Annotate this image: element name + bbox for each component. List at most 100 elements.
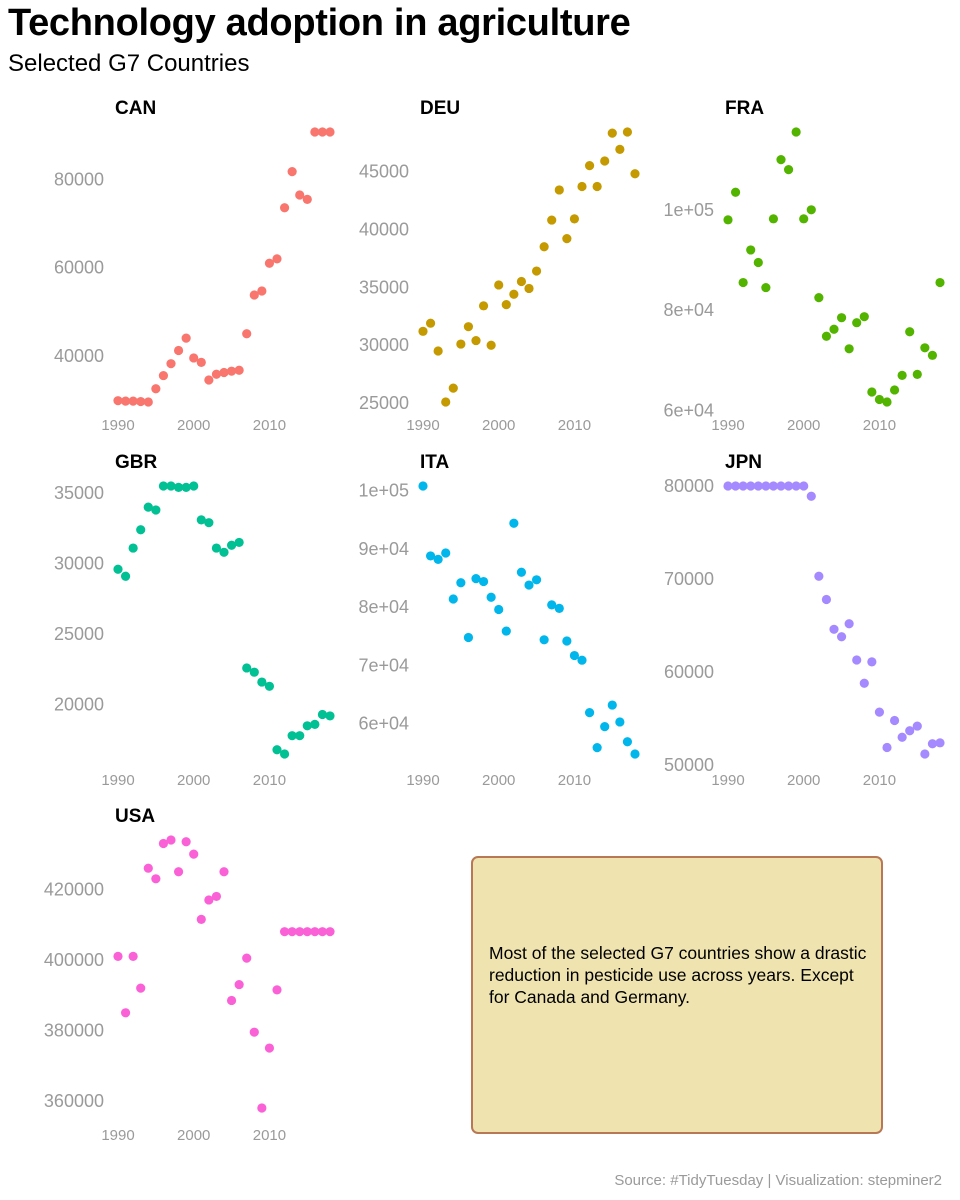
data-point-usa	[219, 867, 229, 877]
data-point-usa	[136, 983, 146, 993]
data-point-usa	[151, 874, 161, 884]
data-point-can	[219, 367, 229, 378]
data-point-usa	[317, 927, 328, 937]
data-point-usa	[234, 979, 244, 990]
data-point-fra	[859, 312, 869, 322]
data-point-jpn	[844, 619, 854, 629]
data-point-usa	[226, 995, 237, 1006]
data-point-ita	[592, 742, 602, 753]
data-point-usa	[295, 927, 305, 937]
data-point-fra	[935, 277, 945, 288]
x-tick-label-fra: 2000	[787, 417, 820, 434]
x-tick-label-gbr: 1990	[101, 772, 134, 789]
data-point-usa	[310, 927, 320, 937]
data-point-fra	[768, 214, 779, 224]
x-tick-label-deu: 2010	[558, 417, 591, 434]
data-point-fra	[927, 350, 938, 360]
data-point-can	[173, 345, 184, 356]
data-point-fra	[882, 397, 892, 407]
y-tick-label-deu: 30000	[359, 335, 409, 355]
data-point-gbr	[181, 482, 191, 493]
data-point-jpn	[829, 624, 839, 634]
data-point-deu	[554, 185, 564, 195]
data-point-ita	[554, 603, 564, 613]
data-point-ita	[456, 578, 466, 588]
y-tick-label-can: 60000	[54, 258, 104, 278]
data-point-deu	[463, 322, 474, 332]
y-tick-label-ita: 1e+05	[358, 481, 409, 501]
data-point-ita	[524, 580, 534, 590]
data-point-ita	[486, 592, 496, 602]
data-point-deu	[524, 283, 534, 294]
source-caption: Source: #TidyTuesday | Visualization: st…	[614, 1172, 942, 1189]
data-point-deu	[622, 127, 633, 137]
data-point-deu	[501, 300, 511, 310]
data-point-gbr	[136, 525, 146, 535]
data-point-gbr	[189, 481, 199, 491]
data-point-jpn	[738, 481, 748, 491]
data-point-gbr	[173, 482, 184, 493]
data-point-can	[211, 369, 222, 379]
x-tick-label-jpn: 2000	[787, 772, 820, 789]
y-tick-label-ita: 8e+04	[358, 597, 409, 617]
data-point-jpn	[836, 632, 847, 642]
data-point-can	[234, 365, 244, 375]
x-tick-label-can: 1990	[101, 417, 134, 434]
data-point-ita	[471, 574, 481, 584]
y-tick-label-jpn: 70000	[664, 569, 714, 589]
data-point-usa	[181, 837, 191, 847]
data-point-deu	[433, 346, 443, 356]
data-point-ita	[569, 650, 580, 661]
x-tick-label-fra: 2010	[863, 417, 896, 434]
data-point-fra	[776, 155, 786, 165]
data-point-ita	[539, 635, 549, 645]
data-point-jpn	[935, 738, 945, 748]
data-point-gbr	[242, 663, 252, 673]
data-point-jpn	[882, 742, 892, 753]
data-point-gbr	[113, 564, 123, 574]
data-point-gbr	[196, 515, 206, 525]
data-point-ita	[622, 737, 633, 747]
data-point-deu	[630, 169, 640, 179]
panel-title-jpn: JPN	[725, 452, 762, 473]
x-tick-label-ita: 2010	[558, 772, 591, 789]
y-tick-label-deu: 40000	[359, 219, 409, 239]
y-tick-label-jpn: 50000	[664, 755, 714, 775]
data-point-jpn	[927, 739, 938, 749]
data-point-fra	[829, 324, 839, 334]
y-tick-label-usa: 360000	[44, 1091, 104, 1111]
data-point-gbr	[219, 547, 229, 557]
data-point-fra	[761, 282, 771, 293]
data-point-fra	[753, 257, 763, 268]
data-point-fra	[867, 387, 877, 397]
data-point-usa	[143, 863, 153, 873]
y-tick-label-gbr: 30000	[54, 554, 104, 574]
data-point-jpn	[768, 481, 779, 491]
data-point-fra	[920, 343, 930, 353]
y-tick-label-deu: 45000	[359, 161, 409, 181]
data-point-gbr	[302, 721, 312, 731]
data-point-fra	[806, 205, 816, 215]
data-point-deu	[600, 156, 610, 166]
data-point-gbr	[295, 731, 305, 741]
data-point-gbr	[158, 481, 169, 491]
data-point-fra	[905, 327, 915, 337]
data-point-deu	[494, 280, 504, 290]
data-point-gbr	[279, 749, 290, 759]
data-point-ita	[494, 604, 504, 615]
data-point-gbr	[257, 677, 267, 687]
data-point-deu	[531, 266, 542, 276]
data-point-deu	[509, 289, 519, 299]
data-point-can	[272, 254, 282, 264]
data-point-can	[189, 353, 199, 363]
data-point-jpn	[799, 481, 809, 491]
data-point-ita	[418, 481, 428, 491]
data-point-can	[166, 359, 176, 369]
data-point-deu	[562, 234, 572, 244]
data-point-jpn	[761, 481, 771, 491]
data-point-gbr	[143, 502, 153, 512]
data-point-fra	[844, 344, 854, 354]
annotation-text: Most of the selected G7 countries show a…	[489, 943, 867, 1007]
y-tick-label-usa: 380000	[44, 1020, 104, 1040]
